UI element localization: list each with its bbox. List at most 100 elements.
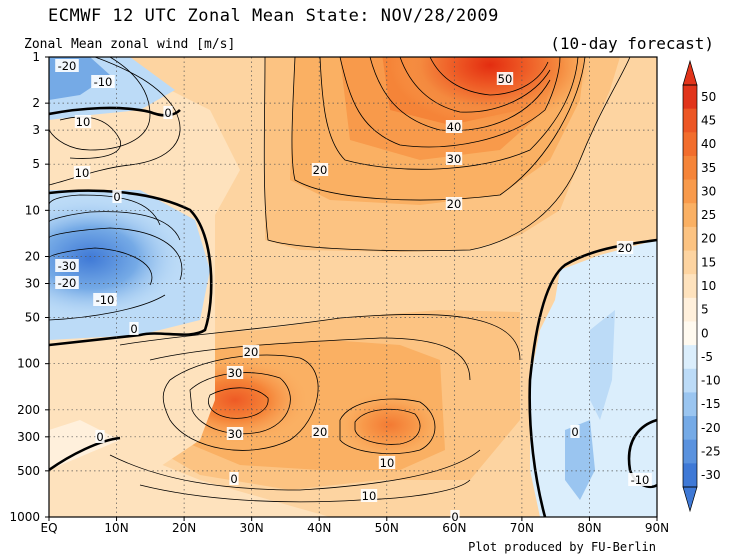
contour-label-text: 0 <box>164 106 171 120</box>
colorbar-segment <box>683 250 697 275</box>
contour-label-bg <box>445 120 463 133</box>
contour-label-bg <box>616 241 634 254</box>
contour-label: 30 <box>445 152 463 166</box>
contour-label: -20 <box>55 59 79 73</box>
colorbar-label: -10 <box>701 374 721 388</box>
colorbar-label: -30 <box>701 468 721 482</box>
contour-label: -20 <box>55 276 79 290</box>
jet-core-sj2 <box>335 390 445 460</box>
contour-label-bg <box>55 259 79 272</box>
contour-label-bg <box>129 322 139 335</box>
colorbar-label: 5 <box>701 303 709 317</box>
contour-label-bg <box>55 59 79 72</box>
colorbar-segment <box>683 85 697 110</box>
colorbar-label: 50 <box>701 90 716 104</box>
colorbar-segment <box>683 274 697 299</box>
colorbar-label: -20 <box>701 421 721 435</box>
y-tick-label: 30 <box>25 276 40 290</box>
contour-label-bg <box>311 425 329 438</box>
contour-label: 20 <box>242 345 260 359</box>
y-tick-label: 3 <box>32 123 40 137</box>
contour-label-text: -30 <box>58 259 77 273</box>
y-tick-label: 300 <box>17 430 40 444</box>
contour-label-text: 20 <box>618 241 633 255</box>
y-tick-label: 200 <box>17 403 40 417</box>
contour-label: 0 <box>95 430 105 444</box>
x-tick-label: 10N <box>104 521 128 535</box>
axes: EQ 10N 20N 30N 40N 50N 60N 70N 80N 90N12351020305… <box>9 50 669 535</box>
contour-field <box>49 57 657 517</box>
contour-label-text: 10 <box>362 489 377 503</box>
contour-label-bg <box>229 472 239 485</box>
contour-label-text: -10 <box>96 293 115 307</box>
colorbar-label: 30 <box>701 184 716 198</box>
x-tick-label: 60N <box>442 521 466 535</box>
colorbar-segment <box>683 439 697 464</box>
region-east-polar3 <box>565 420 595 500</box>
contour-label-bg <box>378 456 396 469</box>
contour-label-bg <box>93 293 117 306</box>
contour-label: 10 <box>360 489 378 503</box>
contour-label-bg <box>74 115 92 128</box>
contour-label-text: 30 <box>228 366 243 380</box>
contour-label: 0 <box>570 425 580 439</box>
colorbar-label: 35 <box>701 161 716 175</box>
colorbar-segment <box>683 226 697 252</box>
contour-label: -10 <box>628 473 652 487</box>
x-tick-label: 70N <box>510 521 534 535</box>
contour-label: 0 <box>112 190 122 204</box>
colorbar-segment <box>683 345 697 370</box>
contour-label: 30 <box>226 427 244 441</box>
colorbar-bottom-arrow <box>682 486 698 513</box>
contour-label-text: 30 <box>228 427 243 441</box>
contour-label-text: 10 <box>75 166 90 180</box>
contour-label: 50 <box>496 72 514 86</box>
x-tick-label: 40N <box>307 521 331 535</box>
contour-label: 0 <box>129 322 139 336</box>
contour-label-bg <box>311 163 329 176</box>
contour-label-text: 0 <box>451 510 458 524</box>
colorbar-label: 10 <box>701 279 716 293</box>
y-tick-label: 5 <box>32 157 40 171</box>
contour-label: 20 <box>311 163 329 177</box>
colorbar-label: -25 <box>701 445 721 459</box>
contour-label-bg <box>445 152 463 165</box>
region-east-polar2 <box>590 310 615 420</box>
x-tick-label: 20N <box>172 521 196 535</box>
colorbar-label: 15 <box>701 255 716 269</box>
contour-label-bg <box>91 75 115 88</box>
colorbar-label: 25 <box>701 208 716 222</box>
contour-label-text: 30 <box>447 152 462 166</box>
colorbar-segment <box>683 463 697 488</box>
zero-contour-lines <box>49 106 657 517</box>
contour-label: 40 <box>445 120 463 134</box>
forecast-note: (10-day forecast) <box>550 34 714 53</box>
y-tick-label: 10 <box>25 203 40 217</box>
contour-label-text: 0 <box>571 425 578 439</box>
contour-label-bg <box>112 190 122 203</box>
contour-label-text: 10 <box>380 456 395 470</box>
colorbar-segment <box>683 392 697 417</box>
contour-label-bg <box>360 489 378 502</box>
contour-label: 20 <box>616 241 634 255</box>
contour-label: 20 <box>445 197 463 211</box>
contour-label-text: -20 <box>58 59 77 73</box>
contour-label-text: 0 <box>230 472 237 486</box>
contour-label-bg <box>242 345 260 358</box>
x-tick-label: 50N <box>375 521 399 535</box>
colorbar-segment <box>683 297 697 322</box>
contour-label: 10 <box>73 166 91 180</box>
x-tick-label: EQ <box>40 521 57 535</box>
contour-label-text: 0 <box>130 322 137 336</box>
contour-label: -30 <box>55 259 79 273</box>
colorbar-label: -5 <box>701 350 713 364</box>
contour-label-bg <box>95 430 105 443</box>
colorbar-border <box>682 84 698 488</box>
colorbar-segment <box>683 179 697 204</box>
colorbar-top-arrow <box>682 59 698 86</box>
credit-text: Plot produced by FU-Berlin <box>468 540 656 554</box>
colorbar-segment <box>683 203 697 228</box>
contour-label-text: 20 <box>313 425 328 439</box>
